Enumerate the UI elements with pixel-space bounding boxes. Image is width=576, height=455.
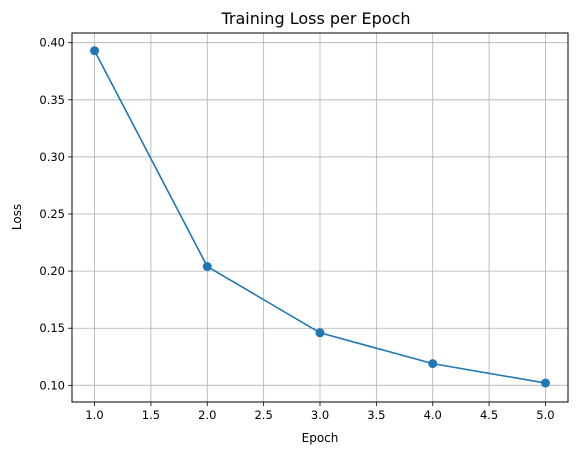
x-tick-label: 3.0: [311, 408, 329, 422]
data-series: [90, 46, 550, 388]
grid-lines: [72, 33, 568, 402]
y-tick-label: 0.40: [39, 36, 65, 50]
chart-title: Training Loss per Epoch: [220, 9, 410, 28]
axis-ticks: 1.0 1.5 2.0 2.5 3.0 3.5 4.0 4.5 5.0 0.10 0.15 0.20 0…: [39, 36, 554, 422]
loss-point: [202, 262, 212, 272]
x-tick-label: 5.0: [536, 408, 554, 422]
x-tick-label: 2.5: [254, 408, 272, 422]
y-tick-label: 0.20: [39, 264, 65, 278]
loss-point: [540, 378, 550, 388]
y-axis-label: Loss: [10, 204, 24, 230]
y-tick-label: 0.30: [39, 150, 65, 164]
y-tick-label: 0.10: [39, 378, 65, 392]
x-tick-label: 1.0: [85, 408, 103, 422]
x-tick-label: 2.0: [198, 408, 216, 422]
y-tick-label: 0.35: [39, 93, 65, 107]
loss-point: [428, 359, 438, 369]
y-tick-label: 0.25: [39, 207, 65, 221]
loss-point: [315, 328, 325, 338]
loss-point: [90, 46, 100, 56]
x-axis-label: Epoch: [302, 431, 339, 445]
x-tick-label: 4.5: [480, 408, 498, 422]
x-tick-label: 4.0: [424, 408, 442, 422]
x-tick-label: 3.5: [367, 408, 385, 422]
x-tick-label: 1.5: [142, 408, 160, 422]
y-tick-label: 0.15: [39, 321, 65, 335]
